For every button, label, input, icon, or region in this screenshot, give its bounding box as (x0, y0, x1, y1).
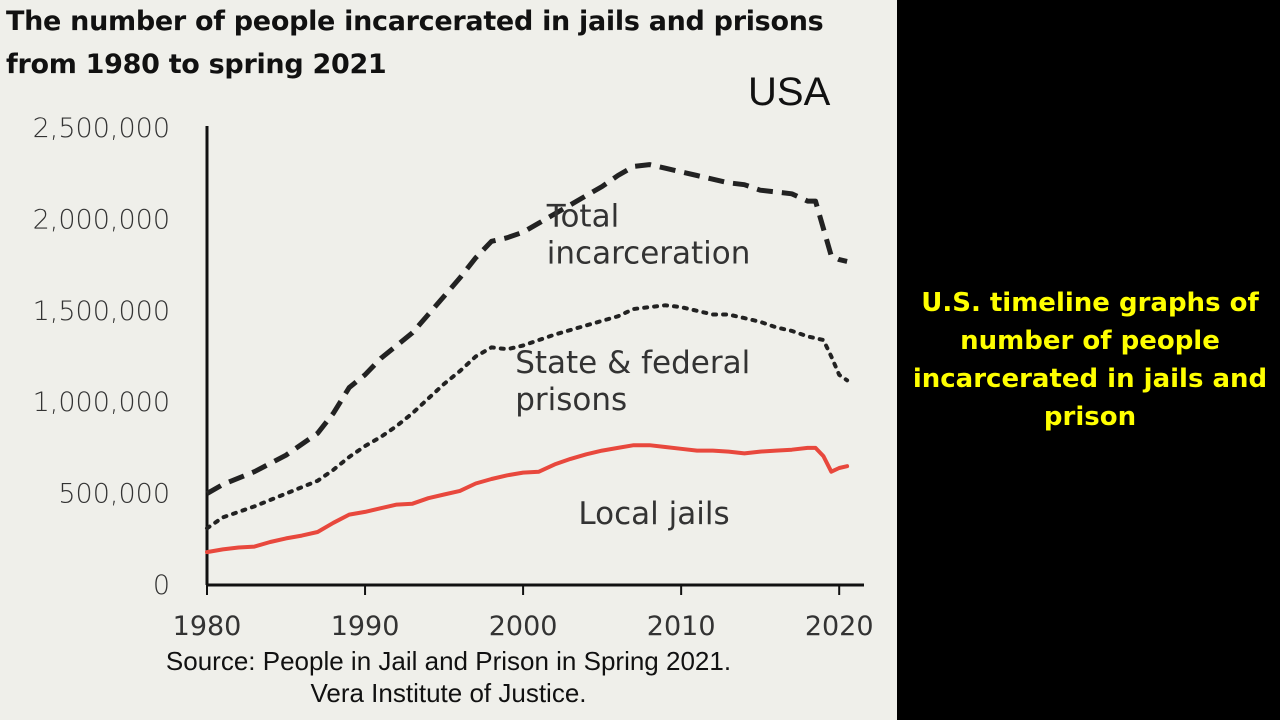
chart-panel: The number of people incarcerated in jai… (0, 0, 897, 720)
chart-title: The number of people incarcerated in jai… (6, 6, 824, 80)
series-lines (205, 162, 850, 555)
series-line-state-federal-prisons (205, 303, 850, 531)
y-tick-label: 0 (153, 570, 170, 601)
series-label: Local jails (578, 496, 729, 532)
series-label: Total (546, 199, 619, 235)
source-note: Source: People in Jail and Prison in Spr… (0, 645, 897, 709)
series-line-total-incarceration (205, 162, 848, 496)
x-tick-label: 2020 (805, 611, 874, 642)
x-axis-ticks: 1980 1990 2000 2010 2020 (173, 585, 874, 642)
x-tick-label: 1990 (331, 611, 400, 642)
y-tick-label: 2,000,000 (33, 204, 170, 235)
series-line-local-jails (205, 443, 850, 555)
source-line-1: Source: People in Jail and Prison in Spr… (165, 646, 732, 676)
y-tick-label: 500,000 (58, 479, 170, 510)
x-tick-label: 1980 (173, 611, 242, 642)
x-tick-label: 2010 (647, 611, 716, 642)
y-tick-label: 2,500,000 (33, 113, 170, 144)
axes (205, 126, 864, 587)
series-label: State & federal (515, 345, 750, 381)
side-caption: U.S. timeline graphs of number of people… (912, 288, 1268, 432)
y-axis-ticks: 0 500,000 1,000,000 1,500,000 2,000,000 2,500… (33, 113, 170, 601)
source-line-2: Vera Institute of Justice. (310, 678, 587, 708)
y-tick-label: 1,500,000 (33, 296, 170, 327)
series-label: prisons (515, 382, 627, 418)
line-chart: 0 500,000 1,000,000 1,500,000 2,000,000 2,500… (33, 113, 874, 642)
x-tick-label: 2000 (489, 611, 558, 642)
series-label: incarceration (547, 236, 751, 272)
region-label: USA (748, 70, 831, 114)
y-tick-label: 1,000,000 (33, 387, 170, 418)
